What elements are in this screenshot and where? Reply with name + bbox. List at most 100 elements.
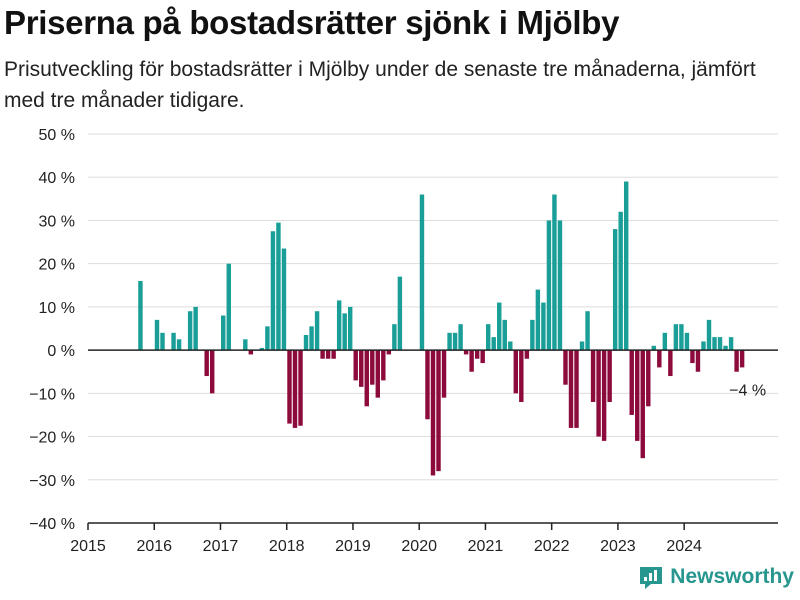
bar: [160, 332, 165, 351]
bar: [480, 350, 485, 364]
x-tick-label: 2015: [70, 538, 106, 555]
bar: [590, 350, 596, 402]
bar: [568, 350, 574, 428]
bar: [259, 347, 265, 351]
bar: [292, 350, 298, 428]
bar: [701, 341, 706, 351]
y-tick-label: −20 %: [29, 430, 75, 447]
bar: [270, 231, 276, 351]
bar: [668, 350, 673, 377]
x-axis-ticks: 2015 2016 2017 2018 2019 2020 2021 2022 2023 2024: [70, 523, 702, 555]
bar: [419, 194, 425, 351]
x-tick-label: 2023: [600, 538, 636, 555]
y-tick-label: −10 %: [29, 386, 75, 403]
y-tick-label: 30 %: [39, 213, 75, 230]
y-tick-label: 40 %: [39, 170, 75, 187]
bar: [171, 332, 176, 351]
bar: [695, 350, 701, 372]
bar: [436, 350, 441, 472]
bar: [579, 341, 585, 351]
y-tick-label: 10 %: [39, 300, 75, 317]
bar: [474, 350, 480, 359]
bar: [552, 194, 557, 351]
bar: [651, 345, 657, 351]
chart-title: Priserna på bostadsrätter sjönk i Mjölby: [4, 4, 620, 41]
bar: [347, 306, 353, 351]
bar: [381, 350, 386, 381]
bar: [717, 337, 723, 351]
bar: [325, 350, 331, 359]
bar: [557, 220, 563, 351]
bar: [221, 315, 226, 351]
bar: [469, 350, 474, 372]
bar: [204, 350, 209, 377]
y-tick-label: 20 %: [39, 257, 75, 274]
bar: [458, 324, 463, 351]
x-axis: [88, 349, 778, 524]
bar: [618, 211, 623, 351]
bar: [452, 332, 458, 351]
bar: [497, 302, 502, 351]
x-tick-label: 2022: [534, 538, 570, 555]
bar: [612, 229, 618, 351]
bar: [441, 350, 447, 398]
bar-chart: 50 % 40 % 30 % 20 % 10 % 0 % −10 % −20 % −30 % −4…: [29, 127, 778, 555]
bar: [359, 350, 364, 387]
annotations: −4 %: [729, 382, 766, 399]
bar: [646, 350, 651, 407]
bar: [447, 332, 452, 351]
bar: [712, 337, 717, 351]
bar: [154, 319, 160, 351]
bar: [226, 263, 231, 351]
x-tick-label: 2020: [401, 538, 437, 555]
bar: [728, 337, 734, 351]
x-tick-label: 2024: [666, 538, 702, 555]
bar: [623, 181, 629, 351]
bar: [430, 350, 436, 476]
bar: [706, 319, 712, 351]
x-tick-label: 2019: [335, 538, 371, 555]
bar: [508, 341, 513, 351]
chart-subtitle: Prisutveckling för bostadsrätter i Mjölb…: [4, 58, 756, 112]
bar: [187, 311, 193, 351]
bar: [193, 306, 198, 351]
bar: [502, 319, 507, 351]
bar: [585, 311, 590, 351]
bar: [364, 350, 369, 407]
bar: [281, 248, 287, 351]
x-tick-label: 2017: [203, 538, 239, 555]
bar: [331, 350, 336, 359]
bar: [287, 350, 292, 424]
bar: [607, 350, 612, 402]
bar: [640, 350, 645, 459]
bar: [723, 345, 728, 351]
brand: Newsworthy: [638, 562, 794, 592]
bar: [679, 324, 684, 351]
bar: [635, 350, 640, 441]
bar: [314, 311, 320, 351]
bar: [739, 350, 745, 368]
bar: [574, 350, 579, 428]
bar: [265, 326, 270, 351]
bar: [375, 350, 381, 398]
bar: [209, 350, 215, 394]
y-axis-ticks: 50 % 40 % 30 % 20 % 10 % 0 % −10 % −20 % −30 % −4…: [29, 127, 75, 533]
bar: [370, 350, 375, 385]
brand-name: Newsworthy: [670, 565, 794, 588]
bar: [243, 339, 248, 351]
y-tick-label: −40 %: [29, 516, 75, 533]
x-tick-label: 2018: [269, 538, 305, 555]
bar: [491, 337, 496, 351]
bar: [138, 280, 143, 351]
bar: [734, 350, 739, 372]
y-tick-label: −30 %: [29, 473, 75, 490]
bar: [176, 339, 182, 351]
bar: [397, 276, 403, 351]
bar: [519, 350, 524, 402]
bar: [601, 350, 607, 441]
bar: [248, 350, 254, 355]
bar: [353, 350, 358, 381]
annotation-label: −4 %: [729, 382, 766, 399]
bar: [690, 350, 695, 364]
bar: [662, 332, 668, 351]
